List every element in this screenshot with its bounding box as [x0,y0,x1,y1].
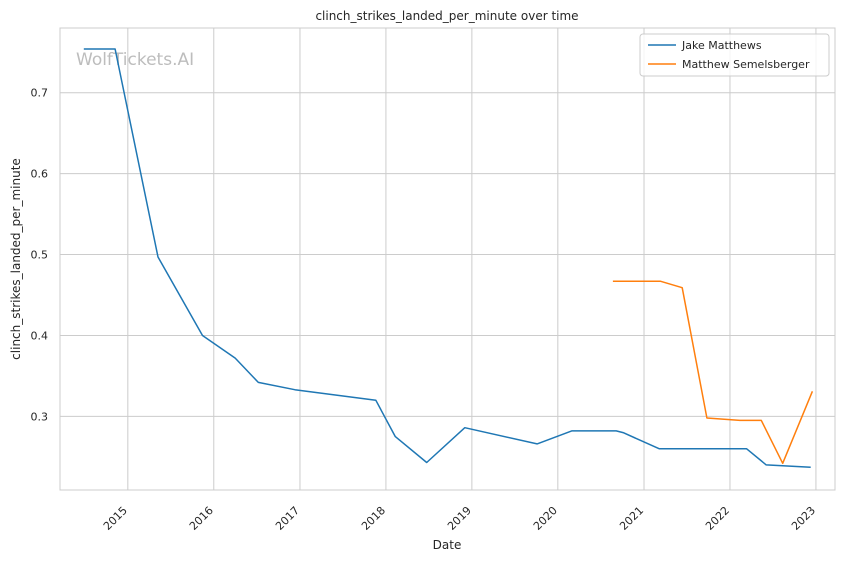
legend-label-0: Jake Matthews [681,39,762,52]
legend-label-1: Matthew Semelsberger [682,58,810,71]
y-axis: 0.3 0.4 0.5 0.6 0.7 [31,87,49,424]
series-line-0 [83,48,811,469]
legend-box [639,33,830,77]
chart-title: clinch_strikes_landed_per_minute over ti… [315,9,578,23]
legend: Jake Matthews Matthew Semelsberger [639,33,830,77]
y-tick-label: 0.6 [31,168,49,181]
watermark: WolfTickets.AI [76,50,194,70]
y-tick-label: 0.5 [31,249,49,262]
y-tick-label: 0.4 [31,329,49,342]
series-line-1 [612,280,814,465]
plot-frame [59,27,836,491]
y-axis-label: clinch_strikes_landed_per_minute [9,158,23,360]
y-tick-label: 0.7 [31,87,49,100]
series-layer [83,48,814,469]
y-tick-label: 0.3 [31,410,49,423]
x-axis-label: Date [433,538,462,552]
